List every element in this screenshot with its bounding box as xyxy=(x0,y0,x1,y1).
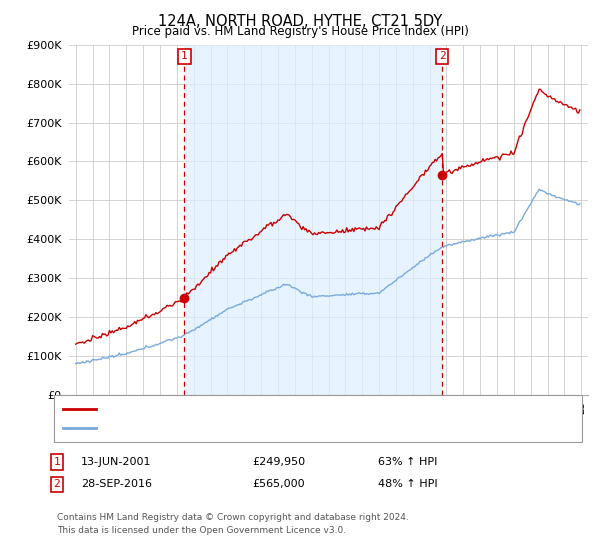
Text: 48% ↑ HPI: 48% ↑ HPI xyxy=(378,479,437,489)
Text: 1: 1 xyxy=(53,457,61,467)
Text: 2: 2 xyxy=(439,52,446,62)
Text: Contains HM Land Registry data © Crown copyright and database right 2024.: Contains HM Land Registry data © Crown c… xyxy=(57,514,409,522)
Text: 124A, NORTH ROAD, HYTHE, CT21 5DY (detached house): 124A, NORTH ROAD, HYTHE, CT21 5DY (detac… xyxy=(102,404,398,414)
Text: £249,950: £249,950 xyxy=(252,457,305,467)
Text: 13-JUN-2001: 13-JUN-2001 xyxy=(81,457,151,467)
Bar xyxy=(184,45,442,395)
Text: This data is licensed under the Open Government Licence v3.0.: This data is licensed under the Open Gov… xyxy=(57,526,346,535)
Text: £565,000: £565,000 xyxy=(252,479,305,489)
Text: 63% ↑ HPI: 63% ↑ HPI xyxy=(378,457,437,467)
Text: HPI: Average price, detached house, Folkestone and Hythe: HPI: Average price, detached house, Folk… xyxy=(102,423,408,433)
Text: 28-SEP-2016: 28-SEP-2016 xyxy=(81,479,152,489)
Text: 2: 2 xyxy=(53,479,61,489)
Text: Price paid vs. HM Land Registry's House Price Index (HPI): Price paid vs. HM Land Registry's House … xyxy=(131,25,469,38)
Text: 124A, NORTH ROAD, HYTHE, CT21 5DY: 124A, NORTH ROAD, HYTHE, CT21 5DY xyxy=(158,14,442,29)
Text: 1: 1 xyxy=(181,52,188,62)
